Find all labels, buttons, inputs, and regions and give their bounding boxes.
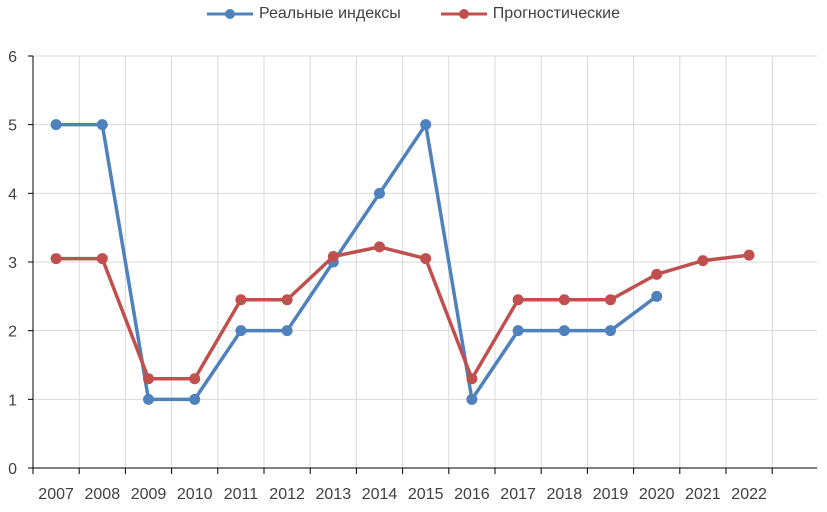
y-tick-label: 3: [8, 255, 17, 272]
series-point-0: [558, 325, 570, 337]
series-point-1: [96, 253, 108, 265]
series-point-1: [558, 294, 570, 306]
x-tick-label: 2022: [731, 486, 767, 503]
x-tick-label: 2016: [454, 486, 490, 503]
legend-item-forecast: Прогностические: [440, 4, 620, 24]
x-tick-label: 2014: [362, 486, 398, 503]
series-point-0: [420, 119, 432, 131]
x-tick-label: 2020: [639, 486, 675, 503]
y-tick-label: 5: [8, 118, 17, 135]
series-point-1: [697, 255, 709, 267]
series-point-1: [651, 268, 663, 280]
series-line-1: [56, 245, 750, 381]
series-point-1: [281, 294, 293, 306]
series-point-1: [743, 249, 755, 261]
series-point-0: [605, 325, 616, 337]
legend-marker-forecast: [440, 9, 487, 19]
x-tick-label: 2015: [408, 486, 444, 503]
y-tick-label: 4: [8, 186, 17, 203]
series-point-1: [420, 253, 432, 265]
series-point-0: [50, 119, 62, 131]
series-point-0: [235, 325, 247, 337]
x-tick-label: 2009: [131, 486, 167, 503]
x-tick-label: 2017: [500, 486, 536, 503]
series-point-1: [605, 294, 616, 306]
series-point-1: [143, 373, 154, 385]
legend-label-forecast: Прогностические: [492, 5, 620, 22]
x-tick-label: 2019: [593, 486, 629, 503]
x-tick-label: 2013: [316, 486, 352, 503]
series-point-0: [512, 325, 524, 337]
series-point-0: [651, 290, 663, 302]
series-point-1: [235, 294, 247, 306]
y-tick-label: 2: [8, 324, 17, 341]
series-point-1: [466, 373, 478, 385]
legend-label-real: Реальные индексы: [258, 5, 401, 22]
series-line-0: [56, 122, 658, 402]
y-tick-label: 6: [8, 49, 17, 66]
legend-item-real: Реальные индексы: [206, 4, 401, 24]
x-tick-label: 2021: [685, 486, 721, 503]
series-point-1: [374, 241, 385, 253]
series-point-1: [327, 251, 339, 263]
series-point-0: [374, 187, 385, 199]
series-point-0: [96, 119, 108, 131]
y-tick-label: 1: [8, 392, 17, 409]
x-tick-label: 2012: [269, 486, 305, 503]
x-tick-label: 2008: [85, 486, 121, 503]
legend: Реальные индексы Прогностические: [0, 4, 827, 24]
series-point-1: [512, 294, 524, 306]
series-point-1: [189, 373, 201, 385]
series-point-1: [50, 253, 62, 265]
series-point-0: [189, 393, 201, 405]
series-point-0: [281, 325, 293, 337]
series-point-0: [466, 393, 478, 405]
x-tick-label: 2007: [38, 486, 74, 503]
x-tick-label: 2011: [224, 486, 259, 503]
x-tick-label: 2018: [547, 486, 583, 503]
y-tick-label: 0: [8, 461, 17, 478]
series-point-0: [143, 393, 154, 405]
legend-marker-real: [206, 9, 253, 19]
x-tick-label: 2010: [177, 486, 213, 503]
